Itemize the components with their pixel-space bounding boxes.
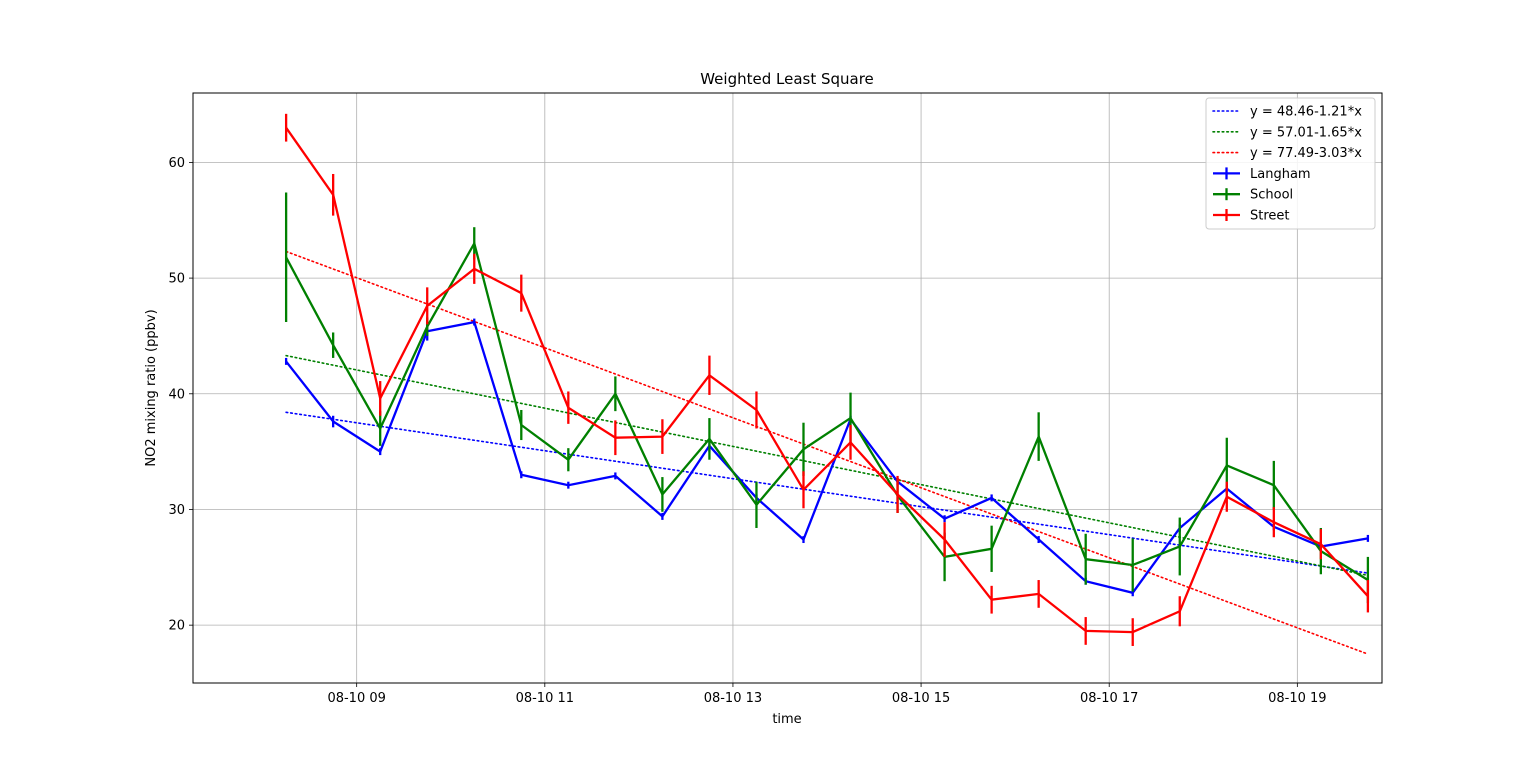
legend-box (1205, 97, 1376, 230)
axis-ticks: 08-10 09 08-10 11 08-10 13 08-10 15 08-10 17… (168, 156, 1326, 706)
y-tick-label: 20 (168, 619, 185, 634)
x-tick-label: 08-10 19 (1268, 691, 1326, 706)
x-tick-label: 08-10 13 (704, 691, 762, 706)
legend-label: y = 77.49-3.03*x (1250, 146, 1362, 161)
legend-label: Langham (1250, 167, 1311, 182)
x-tick-label: 08-10 11 (516, 691, 574, 706)
series-line (285, 240, 1369, 581)
series-line (285, 127, 1369, 634)
grid-layer (193, 93, 1382, 683)
legend-label: School (1250, 188, 1293, 203)
fit-line (285, 250, 1369, 655)
x-tick-label: 08-10 15 (892, 691, 950, 706)
y-tick-label: 30 (168, 503, 185, 518)
x-axis-label: time (772, 712, 801, 727)
y-tick-label: 60 (168, 156, 185, 171)
plot-frame (192, 92, 1383, 684)
x-tick-label: 08-10 17 (1080, 691, 1138, 706)
y-tick-label: 40 (168, 387, 185, 402)
legend-label: y = 57.01-1.65*x (1250, 125, 1362, 140)
legend-label: y = 48.46-1.21*x (1250, 105, 1362, 120)
series-line (285, 320, 1369, 595)
series-lines (284, 113, 1370, 646)
fit-line (285, 411, 1369, 574)
chart-title: Weighted Least Square (700, 70, 874, 88)
legend: y = 48.46-1.21*x y = 57.01-1.65*x y = 77.4… (1205, 97, 1376, 230)
legend-label: Street (1250, 209, 1290, 224)
x-tick-label: 08-10 09 (327, 691, 385, 706)
y-tick-label: 50 (168, 272, 185, 287)
y-axis-label: NO2 mixing ratio (ppbv) (144, 309, 159, 466)
